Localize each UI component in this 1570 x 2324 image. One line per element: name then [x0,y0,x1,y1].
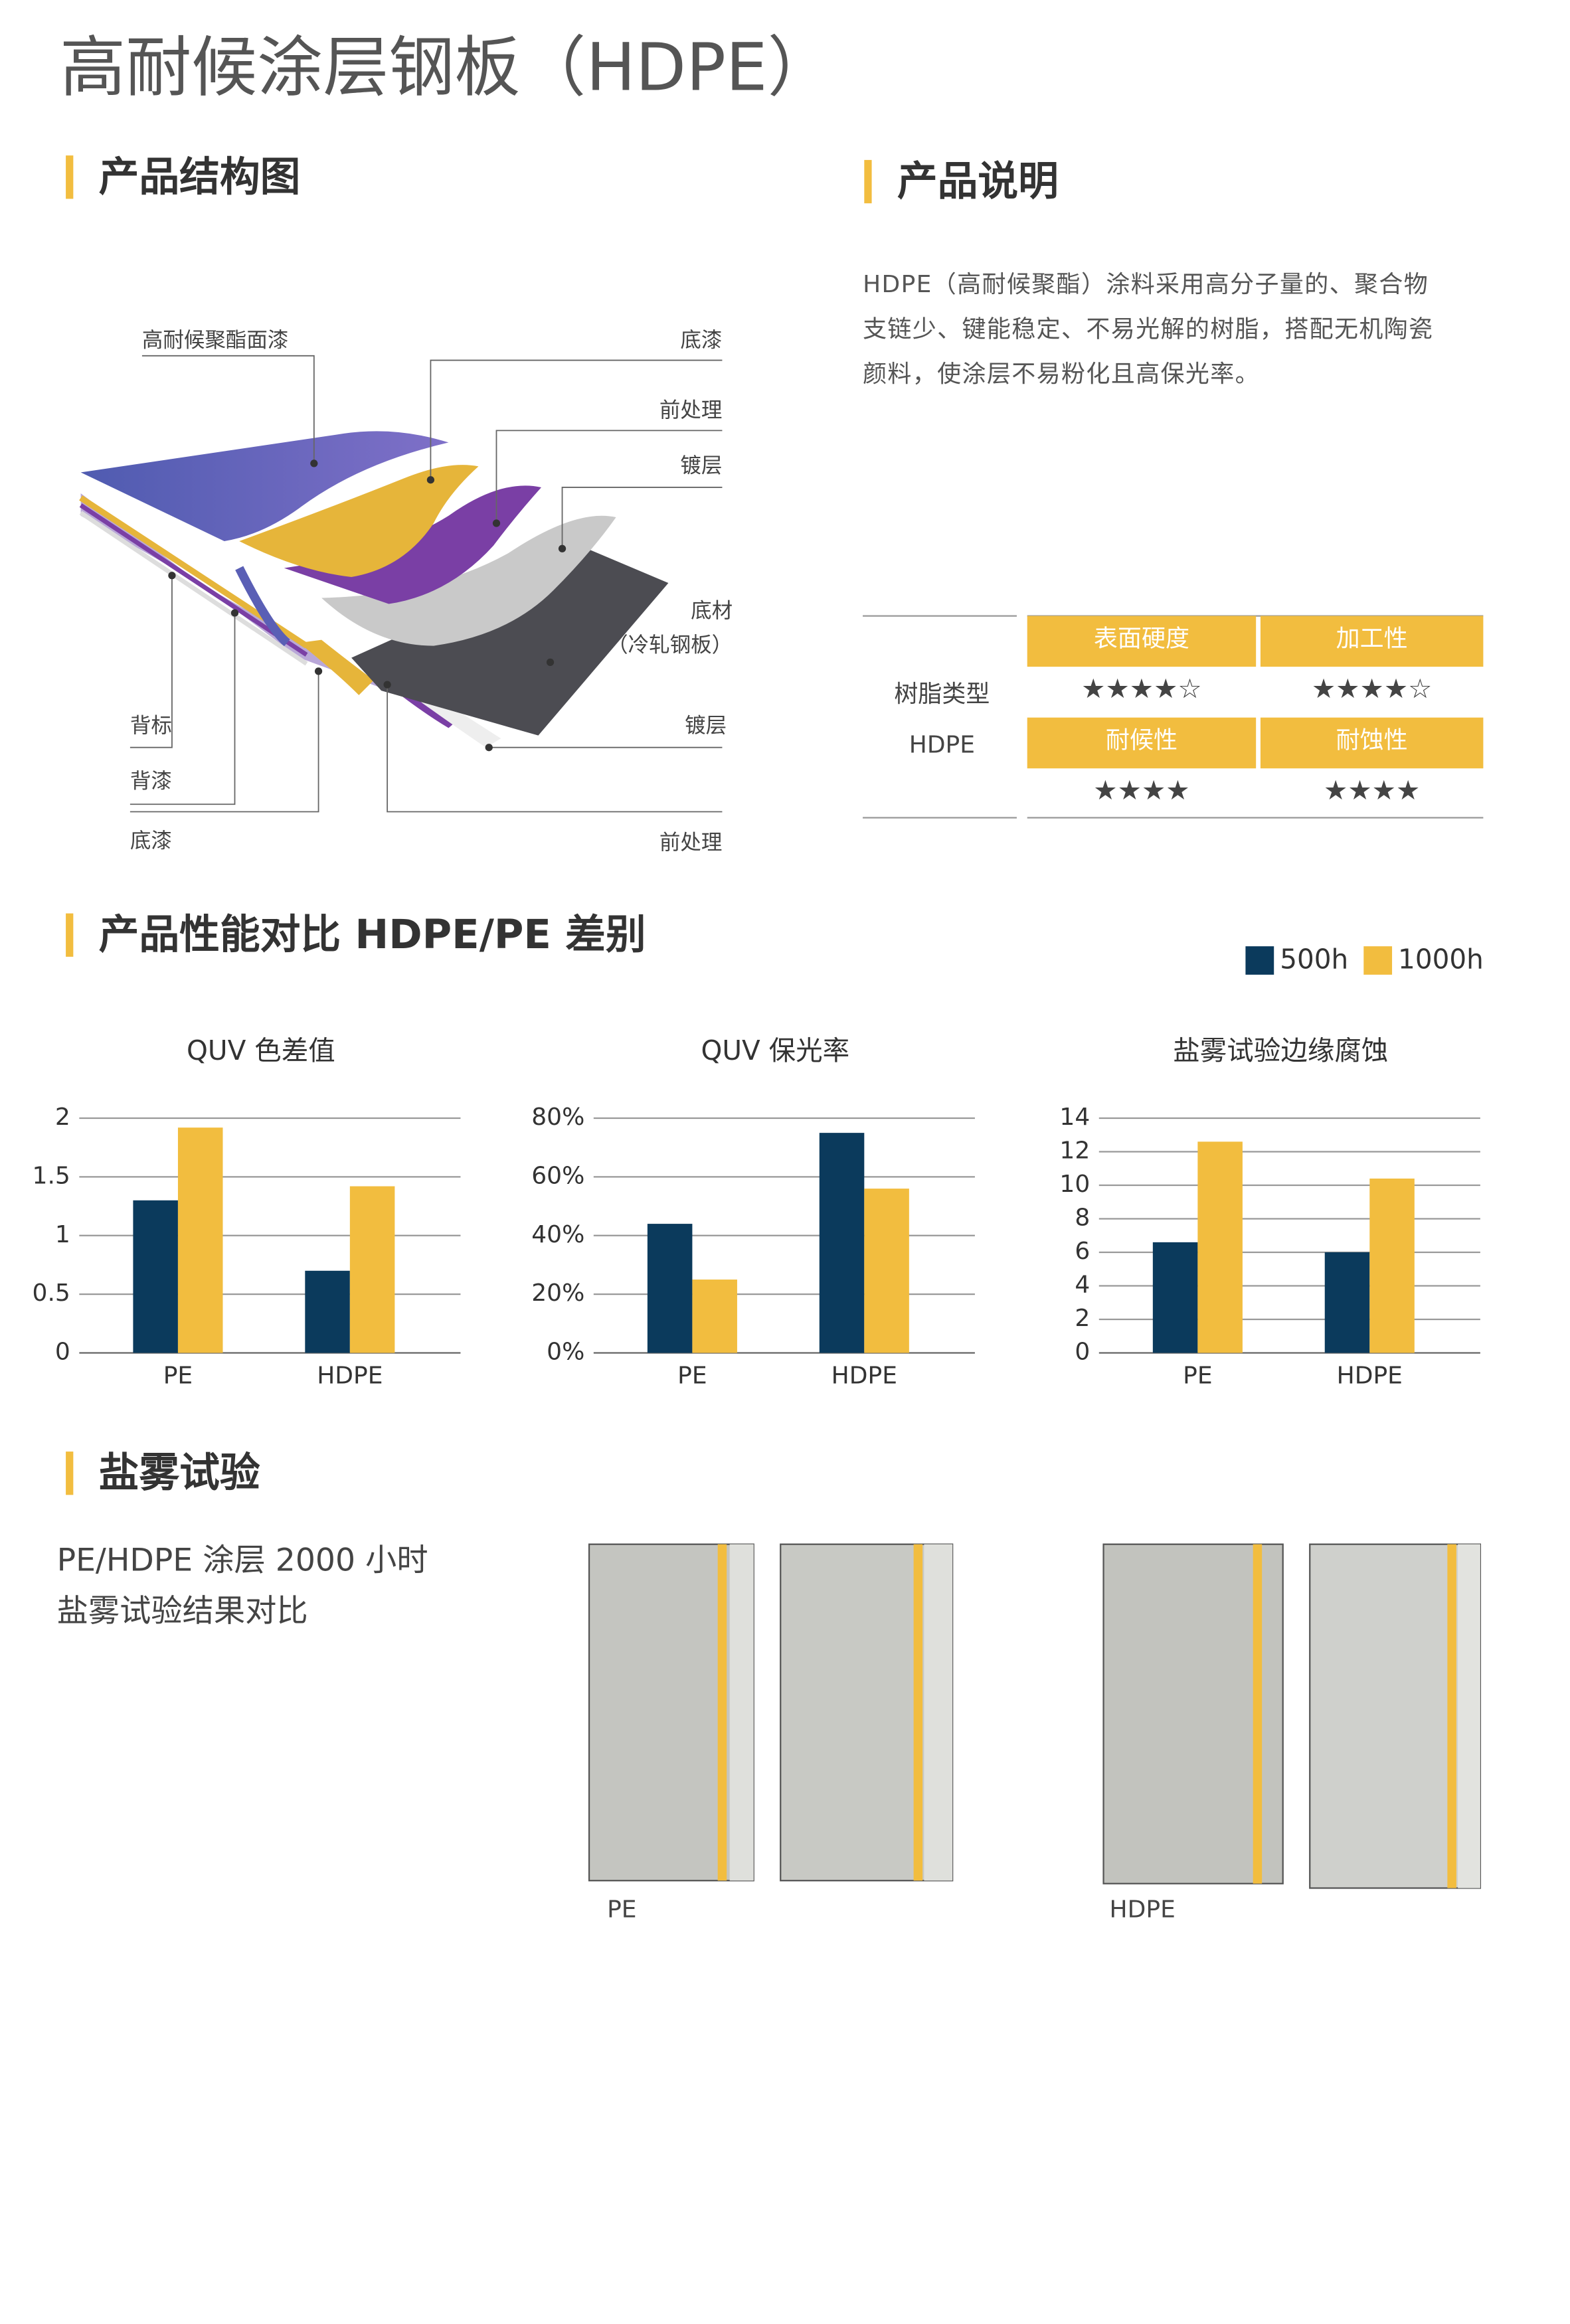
layer-label: 背漆 [130,769,172,793]
bar [647,1224,693,1353]
y-tick-label: 2 [55,1104,70,1131]
legend-swatch [1245,946,1274,975]
bar [1369,1178,1415,1353]
header-cell [1027,616,1257,667]
section-heading: 产品性能对比 HDPE/PE 差别 [99,912,646,958]
header-text: 耐候性 [1106,727,1178,754]
rating: ★★★★☆ [1312,673,1433,705]
y-tick-label: 6 [1075,1238,1090,1265]
photo-label: PE [607,1896,636,1923]
bar [864,1189,909,1353]
layer-label: 前处理 [659,831,723,855]
legend-label: 500h [1280,944,1348,975]
header-text: 加工性 [1336,625,1408,653]
y-tick-label: 12 [1059,1137,1090,1165]
photo [780,1543,954,1882]
legend-swatch [1363,946,1393,975]
y-tick-label: 0 [1075,1339,1090,1366]
header-cell [1260,616,1484,667]
layer-label: 镀层 [685,714,727,738]
x-tick-label: PE [1183,1363,1212,1390]
resin-name: HDPE [909,731,975,758]
layer-label: 镀层 [680,454,722,477]
section-heading: 盐雾试验 [99,1450,260,1497]
bar [305,1270,350,1353]
leader-lines [130,355,723,813]
bar [1152,1242,1198,1353]
layer-label: 底材 [691,599,733,623]
bar [1324,1252,1370,1353]
bar [819,1133,865,1353]
salt-text: PE/HDPE 涂层 2000 小时 [57,1542,428,1579]
section-heading: 产品结构图 [99,154,301,201]
rating-table: 树脂类型 HDPE 表面硬度 ★★★★☆ 加工性 ★★★★☆ 耐候性 ★★★★ 耐蚀性 ★★★… [863,615,1484,819]
header-cell [1260,717,1484,769]
y-tick-label: 0 [55,1339,70,1366]
y-tick-label: 10 [1059,1171,1090,1198]
y-tick-label: 80% [531,1104,584,1131]
chart-title: 盐雾试验边缘腐蚀 [1173,1035,1388,1066]
description-line: 颜料，使涂层不易粉化且高保光率。 [863,361,1260,388]
x-tick-label: HDPE [831,1363,897,1390]
heading-bar [66,913,74,957]
page-title: 高耐候涂层钢板（HDPE） [60,29,833,106]
chart-title: QUV 色差值 [187,1035,335,1066]
photo [1102,1543,1284,1884]
x-tick-label: PE [677,1363,707,1390]
y-tick-label: 0% [547,1339,584,1366]
bar [1197,1141,1243,1353]
y-tick-label: 0.5 [33,1280,70,1307]
section-heading: 产品说明 [897,159,1059,205]
header-cell [1027,717,1257,769]
layer-label: 底漆 [130,829,172,853]
bar [349,1186,395,1353]
y-tick-label: 40% [531,1221,584,1248]
bar [177,1127,223,1353]
photo-label: HDPE [1110,1896,1176,1923]
header-text: 表面硬度 [1094,625,1189,653]
y-tick-label: 8 [1075,1204,1090,1232]
y-tick-label: 1.5 [33,1162,70,1189]
salt-text: 盐雾试验结果对比 [57,1593,308,1629]
description-line: HDPE（高耐候聚酯）涂料采用高分子量的、聚合物 [863,271,1429,298]
layer-label: 底漆 [680,328,722,352]
rating: ★★★★ [1324,774,1420,806]
heading-bar [66,1452,74,1495]
y-tick-label: 2 [1075,1305,1090,1332]
layer-label: 前处理 [659,398,723,422]
row-label: 树脂类型 [894,681,990,708]
rating: ★★★★☆ [1081,673,1202,705]
photo [588,1543,754,1882]
x-tick-label: PE [163,1363,193,1390]
heading-bar [66,155,74,199]
bar [133,1200,178,1353]
rating: ★★★★ [1093,774,1189,806]
chart-title: QUV 保光率 [701,1035,850,1066]
description-line: 支链少、键能稳定、不易光解的树脂，搭配无机陶瓷 [863,316,1433,343]
layer-label: 高耐候聚酯面漆 [142,328,289,352]
layer-label: （冷轧钢板） [607,633,733,657]
legend-label: 1000h [1398,944,1484,975]
photo [1309,1543,1482,1889]
y-tick-label: 20% [531,1280,584,1307]
y-tick-label: 4 [1075,1272,1090,1299]
bar [692,1280,737,1353]
heading-bar [864,159,872,204]
description: HDPE（高耐候聚酯）涂料采用高分子量的、聚合物支链少、键能稳定、不易光解的树脂… [863,271,1433,388]
layer-diagram [79,431,669,748]
y-tick-label: 1 [55,1221,70,1248]
header-text: 耐蚀性 [1336,727,1408,754]
y-tick-label: 14 [1059,1104,1090,1131]
y-tick-label: 60% [531,1162,584,1189]
layer-label: 背标 [130,714,172,738]
x-tick-label: HDPE [317,1363,383,1390]
x-tick-label: HDPE [1337,1363,1403,1390]
charts: 500h 1000h QUV 色差值 0 0.5 1 1.5 2 PE HDPE QUV 保光率 0%… [33,944,1484,1390]
